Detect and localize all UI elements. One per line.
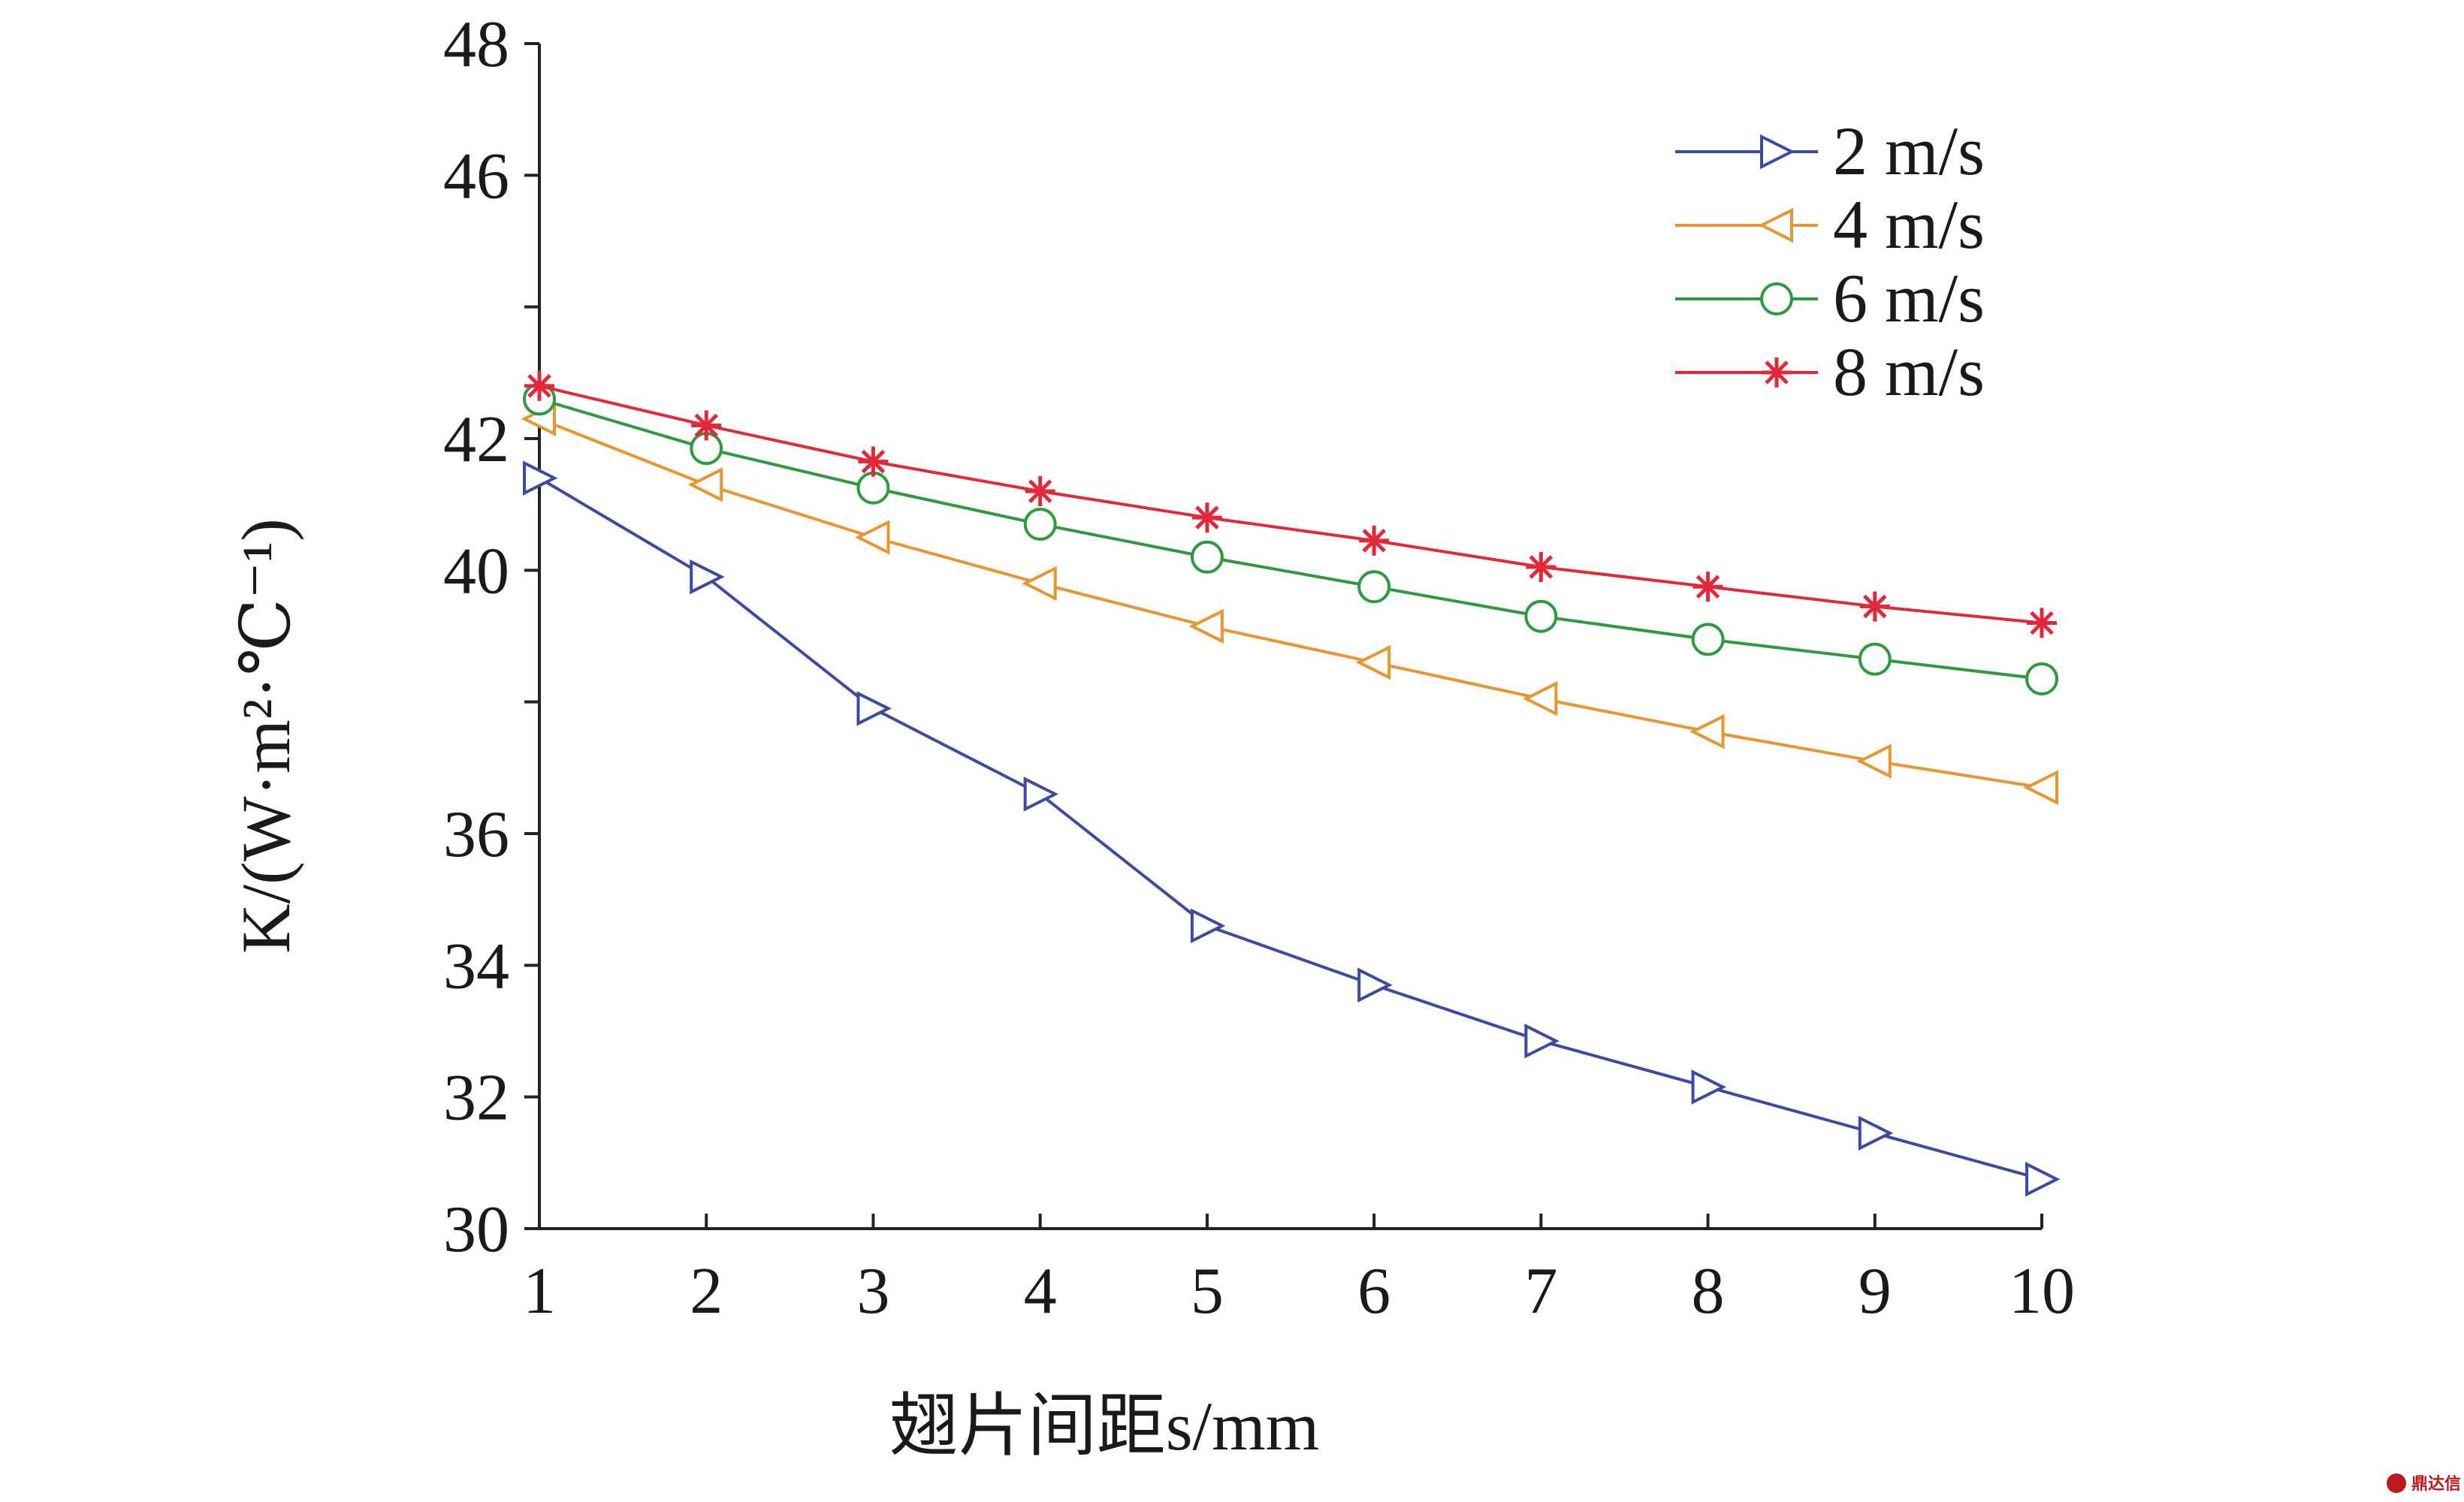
data-point — [2023, 770, 2058, 805]
series-group — [521, 370, 2061, 1197]
data-point — [1188, 608, 1224, 644]
data-point — [1023, 507, 1057, 541]
data-point — [1355, 644, 1391, 680]
x-tick-label: 8 — [1692, 1255, 1725, 1328]
series-1 — [523, 460, 2061, 1197]
data-point — [524, 370, 554, 401]
asterisk-stroke — [1765, 360, 1789, 385]
data-point — [1190, 540, 1224, 574]
data-point — [1858, 1115, 1894, 1151]
x-tick-label: 4 — [1024, 1255, 1057, 1328]
y-tick-label: 36 — [443, 798, 509, 871]
data-point — [1022, 566, 1057, 602]
legend-label: 4 m/s — [1833, 186, 1985, 263]
data-point — [856, 691, 892, 726]
asterisk-stroke — [1195, 505, 1219, 529]
data-point — [1025, 476, 1055, 507]
legend-item: 6 m/s — [1675, 260, 1985, 336]
legend-item: 4 m/s — [1675, 186, 1985, 263]
data-point — [1524, 1023, 1560, 1059]
data-point — [2027, 608, 2057, 638]
x-tick-label: 5 — [1191, 1255, 1224, 1328]
x-axis-title: 翅片间距s/mm — [889, 1388, 1320, 1464]
data-point — [1691, 623, 1725, 656]
watermark-text: 鼎达信 — [2411, 1474, 2461, 1494]
legend-item: 8 m/s — [1675, 333, 1985, 410]
y-tick-label: 32 — [443, 1062, 509, 1135]
legend: 2 m/s4 m/s6 m/s8 m/s — [1675, 113, 1985, 410]
y-tick-label: 34 — [443, 930, 509, 1003]
data-point — [1190, 908, 1226, 943]
x-tick-label: 6 — [1357, 1255, 1391, 1328]
series-line — [539, 417, 2043, 789]
series-line — [538, 476, 2043, 1181]
data-point — [1357, 570, 1391, 604]
legend-marker — [1760, 282, 1793, 315]
asterisk-stroke — [861, 449, 886, 474]
data-point — [691, 410, 722, 441]
data-point — [2025, 662, 2058, 695]
x-tick-label: 2 — [690, 1255, 723, 1328]
series-3 — [523, 382, 2058, 695]
asterisk-stroke — [1028, 479, 1052, 503]
data-point — [1859, 591, 1890, 622]
data-point — [523, 460, 558, 496]
asterisk-stroke — [527, 374, 551, 398]
x-ticks: 1 2 3 4 5 6 7 8 9 10 — [523, 1214, 2075, 1328]
data-point — [1856, 743, 1892, 779]
data-point — [1526, 551, 1557, 582]
data-point — [687, 467, 723, 502]
y-ticks: 30 32 34 36 40 42 46 48 — [443, 8, 539, 1266]
x-tick-label: 10 — [2009, 1255, 2075, 1328]
y-tick-label: 46 — [443, 140, 509, 213]
y-tick-label: 42 — [443, 403, 509, 476]
asterisk-stroke — [1529, 555, 1554, 579]
data-point — [1858, 642, 1892, 676]
data-point — [854, 520, 890, 555]
data-point — [690, 559, 725, 595]
legend-label: 2 m/s — [1833, 113, 1985, 189]
data-point — [1357, 967, 1393, 1003]
asterisk-stroke — [1362, 529, 1386, 553]
series-4 — [524, 370, 2057, 638]
legend-item: 2 m/s — [1675, 113, 1985, 189]
data-point — [856, 471, 890, 505]
data-point — [1191, 502, 1222, 533]
series-line — [539, 384, 2043, 625]
legend-marker — [1758, 207, 1793, 243]
data-point — [1522, 681, 1558, 716]
data-point — [1689, 713, 1725, 749]
data-point — [1359, 525, 1390, 556]
y-axis-title: K/(W·m²·℃⁻¹) — [228, 518, 304, 954]
asterisk-stroke — [694, 413, 718, 438]
watermark: 鼎达信 — [2387, 1473, 2461, 1494]
x-tick-label: 1 — [523, 1255, 556, 1328]
legend-marker — [1760, 134, 1795, 170]
legend-marker — [1762, 357, 1792, 388]
data-point — [1524, 599, 1558, 633]
data-point — [858, 446, 889, 477]
legend-label: 8 m/s — [1833, 333, 1985, 410]
data-point — [1692, 572, 1723, 602]
asterisk-stroke — [1863, 594, 1887, 619]
badge-icon — [2387, 1473, 2406, 1493]
data-point — [1023, 777, 1059, 812]
data-point — [1691, 1069, 1727, 1105]
asterisk-stroke — [2030, 611, 2054, 635]
x-tick-label: 9 — [1859, 1255, 1892, 1328]
y-tick-label: 48 — [443, 8, 509, 81]
asterisk-stroke — [1696, 575, 1720, 599]
data-point — [2025, 1162, 2061, 1197]
series-line — [539, 397, 2043, 680]
y-tick-label: 40 — [443, 535, 509, 608]
x-tick-label: 7 — [1524, 1255, 1557, 1328]
axes — [538, 44, 2042, 1230]
y-tick-label: 30 — [443, 1193, 509, 1266]
x-tick-label: 3 — [856, 1255, 889, 1328]
legend-label: 6 m/s — [1833, 260, 1985, 336]
series-2 — [521, 401, 2058, 805]
